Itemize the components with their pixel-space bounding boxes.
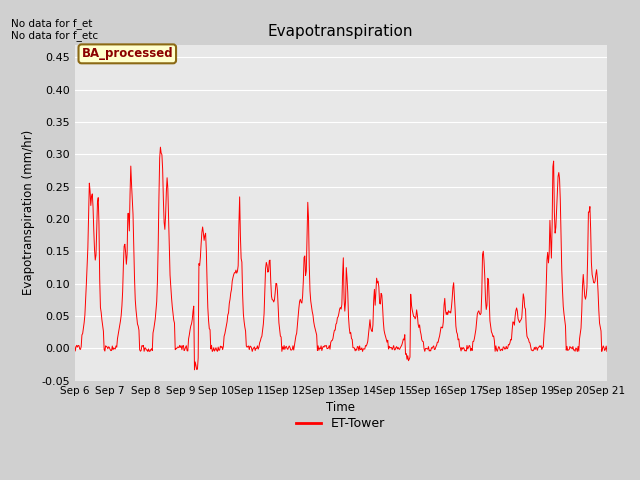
X-axis label: Time: Time (326, 401, 355, 414)
Text: BA_processed: BA_processed (81, 48, 173, 60)
Text: No data for f_et
No data for f_etc: No data for f_et No data for f_etc (11, 18, 98, 41)
Title: Evapotranspiration: Evapotranspiration (268, 24, 413, 39)
Y-axis label: Evapotranspiration (mm/hr): Evapotranspiration (mm/hr) (22, 130, 35, 295)
Legend: ET-Tower: ET-Tower (291, 412, 390, 435)
